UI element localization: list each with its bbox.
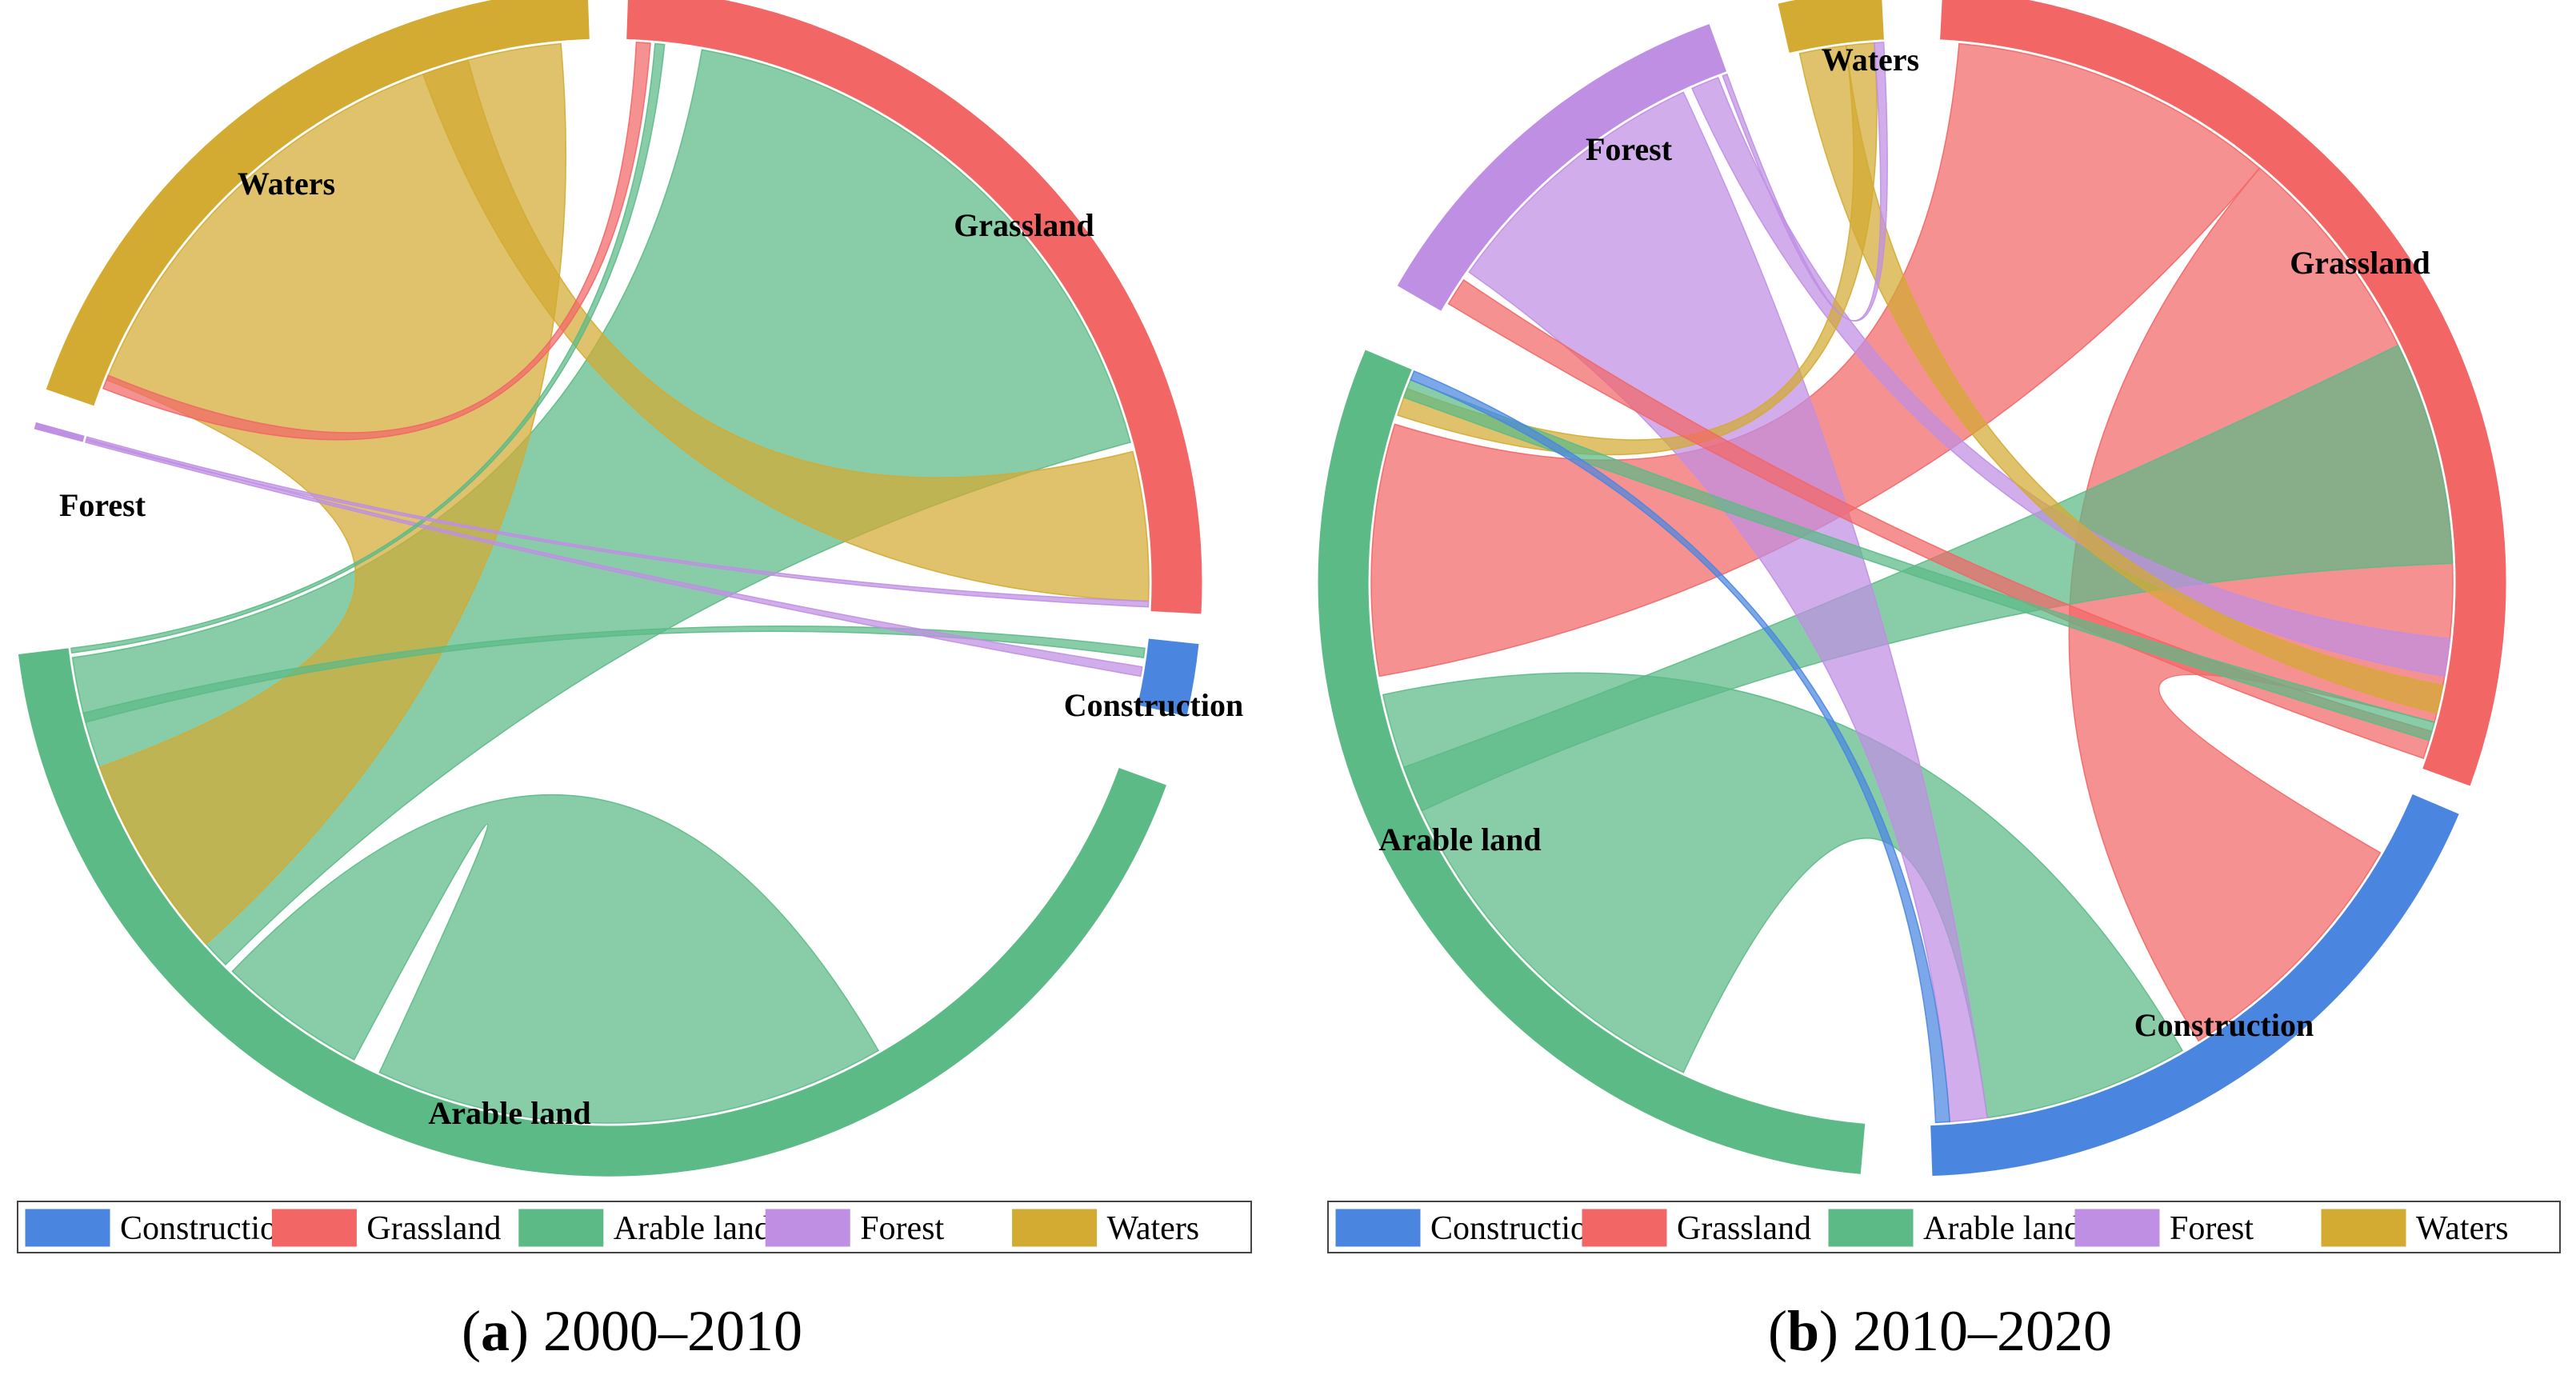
flow-forest-to-waters (1722, 42, 1888, 322)
segment-waters (1778, 0, 1884, 53)
legend-swatch-waters (2321, 1209, 2406, 1247)
flow-forest-to-construction (1468, 91, 1988, 1123)
caption-letter-b: b (1787, 1299, 1819, 1363)
flow-construction-to-arable-land (1410, 370, 1951, 1124)
legend-swatch-arable-land (1828, 1209, 1914, 1247)
label-grassland: Grassland (2290, 245, 2430, 281)
legend-label-waters: Waters (2416, 1210, 2509, 1247)
chord-panel-a: Grassland Construction Arable land Forest Wa… (17, 0, 1252, 1363)
label-grassland: Grassland (954, 207, 1094, 243)
caption-years-a: 2000–2010 (543, 1299, 802, 1363)
legend-swatch-waters (1012, 1209, 1098, 1247)
flow-waters-to-grassland (422, 59, 1150, 602)
flow-forest-to-construction (85, 438, 1143, 678)
chord-segments-a (18, 0, 1202, 1177)
legend-label-arable-land: Arable land (614, 1210, 771, 1247)
segment-waters (46, 0, 590, 406)
segment-construction (1138, 638, 1199, 717)
legend-swatch-forest (765, 1209, 850, 1247)
legend-swatch-grassland (271, 1209, 357, 1247)
label-waters: Waters (1822, 42, 1919, 78)
chord-flows-b (1370, 42, 2454, 1124)
segment-construction (1930, 794, 2459, 1177)
label-forest: Forest (1586, 131, 1673, 167)
caption-a: (a) 2000–2010 (462, 1299, 802, 1363)
legend-label-construction: Construction (1430, 1210, 1604, 1247)
legend-label-forest: Forest (860, 1210, 944, 1247)
legend-label-grassland: Grassland (366, 1210, 501, 1247)
flow-forest-to-grassland (85, 436, 1150, 608)
flow-arable-land-to-arable-land (231, 793, 880, 1124)
flow-waters-to-grassland (1798, 45, 2444, 714)
label-construction: Construction (2134, 1007, 2314, 1043)
segment-grassland (1940, 0, 2506, 786)
chord-panel-b: Grassland Construction Arable land Forest Wa… (1318, 0, 2561, 1363)
label-arable-land: Arable land (428, 1095, 590, 1131)
flow-arable-land-to-grassland (70, 42, 666, 654)
legend-label-grassland: Grassland (1677, 1210, 1811, 1247)
legend-swatch-construction (25, 1209, 110, 1247)
flow-grassland-to-waters (102, 42, 651, 441)
caption-letter-a: a (481, 1299, 510, 1363)
flow-waters-to-arable-land (98, 42, 567, 945)
label-forest: Forest (59, 487, 146, 523)
legend-swatch-construction (1335, 1209, 1421, 1247)
caption-b: (b) 2010–2020 (1768, 1299, 2112, 1363)
flow-arable-land-to-grassland (1402, 378, 2435, 741)
label-waters: Waters (238, 166, 335, 202)
legend-a: Construction Grassland Arable land Forest Wa… (17, 1201, 1252, 1253)
segment-forest (1397, 24, 1727, 311)
label-construction: Construction (1064, 687, 1243, 723)
label-arable-land: Arable land (1378, 821, 1541, 857)
flow-waters-to-arable-land (1397, 42, 1878, 456)
legend-swatch-arable-land (518, 1209, 604, 1247)
segment-forest (34, 422, 85, 442)
legend-swatch-forest (2074, 1209, 2160, 1247)
chord-flows-a (70, 42, 1150, 1124)
chord-labels-b: Grassland Construction Arable land Forest Wa… (1378, 42, 2430, 1043)
legend-label-arable-land: Arable land (1923, 1210, 2081, 1247)
flow-arable-land-to-construction (82, 626, 1146, 723)
chord-segments-b (1318, 0, 2506, 1177)
segment-grassland (626, 0, 1202, 614)
chord-labels-a: Grassland Construction Arable land Forest Wa… (59, 166, 1243, 1131)
legend-label-forest: Forest (2170, 1210, 2254, 1247)
legend-label-waters: Waters (1107, 1210, 1200, 1247)
legend-b: Construction Grassland Arable land Forest Wa… (1327, 1201, 2561, 1253)
segment-arable-land (1318, 350, 1866, 1174)
caption-years-b: 2010–2020 (1853, 1299, 2112, 1363)
legend-label-construction: Construction (120, 1210, 294, 1247)
segment-arable-land (18, 648, 1166, 1177)
flow-forest-to-grassland (1691, 76, 2451, 678)
legend-swatch-grassland (1582, 1209, 1667, 1247)
